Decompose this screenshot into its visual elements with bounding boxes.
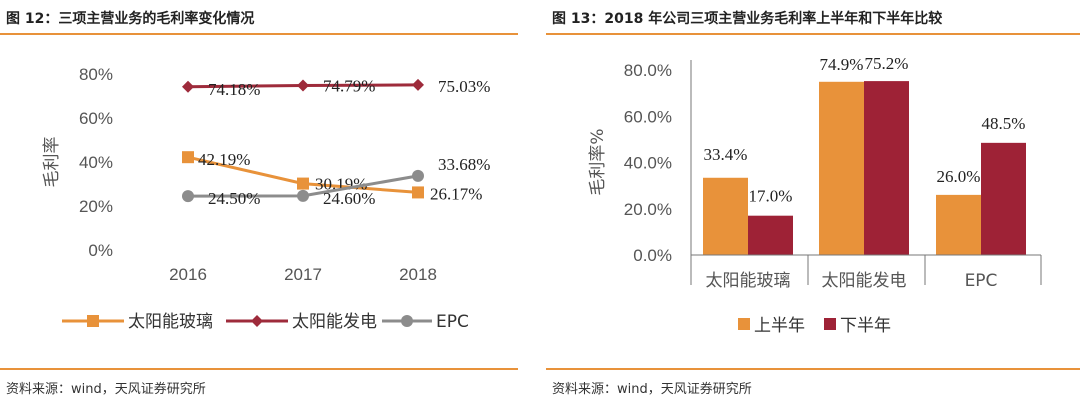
legend-label: EPC	[436, 312, 469, 332]
data-label: 24.50%	[208, 189, 260, 208]
legend-label: 下半年	[840, 316, 891, 336]
data-label: 33.4%	[704, 145, 748, 164]
data-label: 74.9%	[820, 55, 864, 74]
x-category-label: EPC	[965, 271, 998, 291]
data-point	[297, 79, 309, 92]
legend-label: 太阳能玻璃	[128, 312, 213, 332]
data-label: 75.2%	[865, 54, 909, 73]
data-label: 75.03%	[438, 77, 490, 96]
x-tick-label: 2017	[284, 265, 322, 284]
data-point	[297, 189, 309, 202]
data-point	[412, 169, 424, 182]
data-label: 74.79%	[323, 76, 375, 95]
data-point	[297, 177, 309, 190]
right-top-rule	[546, 33, 1080, 35]
y-tick-label: 40%	[79, 153, 113, 172]
data-label: 26.17%	[430, 184, 482, 203]
right-figure-panel: 图 13：2018 年公司三项主营业务毛利率上半年和下半年比较 毛利率% 0.0%…	[546, 0, 1080, 402]
x-tick-label: 2016	[169, 265, 207, 284]
data-point	[182, 190, 194, 203]
legend-label: 太阳能发电	[292, 312, 377, 332]
data-label: 30.19%	[315, 175, 367, 194]
data-point	[412, 78, 424, 91]
bar	[864, 81, 909, 255]
y-tick-label: 0%	[88, 241, 113, 260]
left-figure-title: 图 12：三项主营业务的毛利率变化情况	[6, 11, 255, 27]
bar	[748, 215, 793, 255]
bar	[703, 177, 748, 255]
right-source-note: 资料来源：wind，天风证券研究所	[552, 382, 752, 397]
bar-chart: 毛利率% 0.0% 20.0% 40.0% 60.0% 80.0% 33.4% 74.9% 26…	[588, 54, 1042, 336]
y-tick-label: 60%	[79, 109, 113, 128]
left-top-rule	[0, 33, 518, 35]
data-label: 26.0%	[937, 167, 981, 186]
y-tick-label: 80.0%	[624, 61, 672, 80]
bar	[819, 81, 864, 255]
data-label: 24.60%	[323, 189, 375, 208]
x-tick-label: 2018	[399, 265, 437, 284]
y-tick-label: 60.0%	[624, 107, 672, 126]
left-source-note: 资料来源：wind，天风证券研究所	[6, 382, 206, 397]
legend-label: 上半年	[754, 316, 805, 336]
left-figure-panel: 图 12：三项主营业务的毛利率变化情况 毛利率 0% 20% 40% 60% 80% 201…	[0, 0, 518, 402]
line-chart: 毛利率 0% 20% 40% 60% 80% 2016 2017 2018 42.19% 30.19…	[42, 65, 490, 332]
legend-marker	[401, 315, 413, 327]
data-label: 17.0%	[749, 187, 793, 206]
data-label: 74.18%	[208, 80, 260, 99]
data-point	[412, 186, 424, 199]
bar	[981, 142, 1026, 255]
legend-marker	[87, 315, 99, 327]
right-figure-title: 图 13：2018 年公司三项主营业务毛利率上半年和下半年比较	[552, 11, 943, 27]
y-tick-label: 20%	[79, 197, 113, 216]
y-tick-label: 0.0%	[633, 246, 672, 265]
data-label: 42.19%	[198, 150, 250, 169]
y-tick-label: 20.0%	[624, 200, 672, 219]
data-point	[182, 151, 194, 164]
y-tick-label: 40.0%	[624, 154, 672, 173]
right-bottom-rule	[546, 368, 1080, 370]
y-axis-label: 毛利率	[42, 137, 62, 188]
data-label: 33.68%	[438, 155, 490, 174]
bar	[936, 194, 981, 255]
left-bottom-rule	[0, 368, 518, 370]
legend-swatch	[738, 318, 750, 330]
data-point	[182, 80, 194, 93]
legend-marker	[251, 315, 263, 327]
data-label: 48.5%	[982, 114, 1026, 133]
x-category-label: 太阳能玻璃	[706, 271, 791, 291]
y-tick-label: 80%	[79, 65, 113, 84]
x-category-label: 太阳能发电	[822, 271, 907, 291]
legend-swatch	[824, 318, 836, 330]
y-axis-label: 毛利率%	[588, 128, 608, 195]
